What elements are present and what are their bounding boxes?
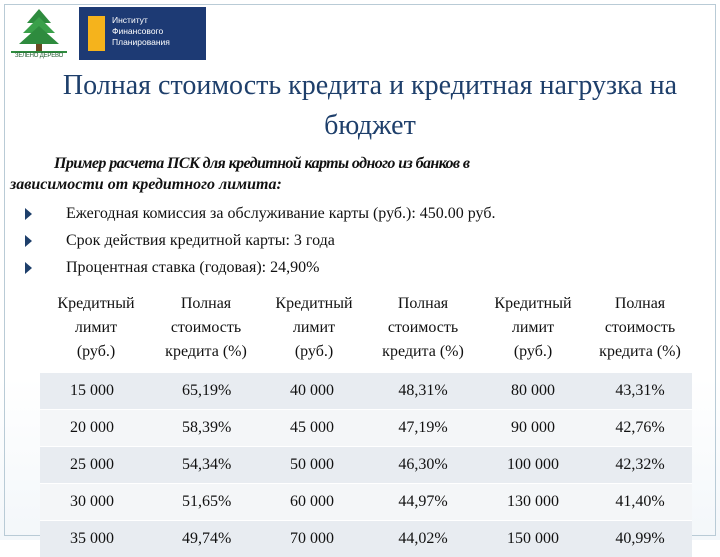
page-title: Полная стоимость кредита и кредитная наг…	[40, 66, 700, 146]
institute-logo-text: Институт Финансового Планирования	[112, 15, 204, 48]
table-row: 25 000 54,34% 50 000 46,30% 100 000 42,3…	[40, 447, 692, 484]
table-cell: 46,30%	[368, 447, 478, 484]
bullet-text: Срок действия кредитной карты: 3 года	[66, 228, 335, 254]
table-cell: 40 000	[260, 373, 368, 410]
institute-logo: Институт Финансового Планирования	[79, 7, 206, 60]
table-cell: 130 000	[478, 484, 588, 521]
table-cell: 44,02%	[368, 521, 478, 557]
table-cell: 45 000	[260, 410, 368, 447]
table-cell: 150 000	[478, 521, 588, 557]
table-cell: 100 000	[478, 447, 588, 484]
table-row: 15 000 65,19% 40 000 48,31% 80 000 43,31…	[40, 373, 692, 410]
bullet-item: Срок действия кредитной карты: 3 года	[0, 228, 700, 255]
bullet-arrow-icon	[25, 235, 32, 247]
bullet-list: Ежегодная комиссия за обслуживание карты…	[0, 201, 700, 282]
institute-logo-square	[88, 16, 105, 51]
bullet-arrow-icon	[25, 208, 32, 220]
table-cell: 60 000	[260, 484, 368, 521]
table-cell: 47,19%	[368, 410, 478, 447]
table-cell: 43,31%	[588, 373, 692, 410]
tree-logo: ЗЕЛЕНО ДЕРЕВО	[7, 7, 71, 61]
table-cell: 41,40%	[588, 484, 692, 521]
institute-line: Планирования	[112, 37, 204, 48]
intro-text: Пример расчета ПСК для кредитной карты о…	[10, 153, 570, 195]
table-row: 30 000 51,65% 60 000 44,97% 130 000 41,4…	[40, 484, 692, 521]
intro-line-2: зависимости от кредитного лимита:	[10, 174, 570, 195]
table-cell: 20 000	[40, 410, 152, 447]
table-cell: 70 000	[260, 521, 368, 557]
table-cell: 90 000	[478, 410, 588, 447]
table-cell: 30 000	[40, 484, 152, 521]
tree-logo-caption: ЗЕЛЕНО ДЕРЕВО	[7, 53, 71, 59]
table-cell: 49,74%	[152, 521, 260, 557]
bullet-text: Ежегодная комиссия за обслуживание карты…	[66, 201, 495, 227]
table-cell: 48,31%	[368, 373, 478, 410]
institute-line: Финансового	[112, 26, 204, 37]
bullet-item: Процентная ставка (годовая): 24,90%	[0, 255, 700, 282]
table-row: 20 000 58,39% 45 000 47,19% 90 000 42,76…	[40, 410, 692, 447]
table-cell: 65,19%	[152, 373, 260, 410]
bullet-item: Ежегодная комиссия за обслуживание карты…	[0, 201, 700, 228]
table-cell: 44,97%	[368, 484, 478, 521]
table-cell: 42,76%	[588, 410, 692, 447]
table-cell: 40,99%	[588, 521, 692, 557]
table-cell: 25 000	[40, 447, 152, 484]
table-row: 35 000 49,74% 70 000 44,02% 150 000 40,9…	[40, 521, 692, 557]
table-cell: 58,39%	[152, 410, 260, 447]
table-cell: 35 000	[40, 521, 152, 557]
table-cell: 80 000	[478, 373, 588, 410]
table-cell: 50 000	[260, 447, 368, 484]
intro-line-1: Пример расчета ПСК для кредитной карты о…	[10, 153, 570, 174]
table-cell: 42,32%	[588, 447, 692, 484]
tree-icon	[7, 7, 71, 53]
table-cell: 51,65%	[152, 484, 260, 521]
table-cell: 15 000	[40, 373, 152, 410]
bullet-arrow-icon	[25, 262, 32, 274]
bullet-text: Процентная ставка (годовая): 24,90%	[66, 255, 319, 281]
institute-line: Институт	[112, 15, 204, 26]
table-cell: 54,34%	[152, 447, 260, 484]
